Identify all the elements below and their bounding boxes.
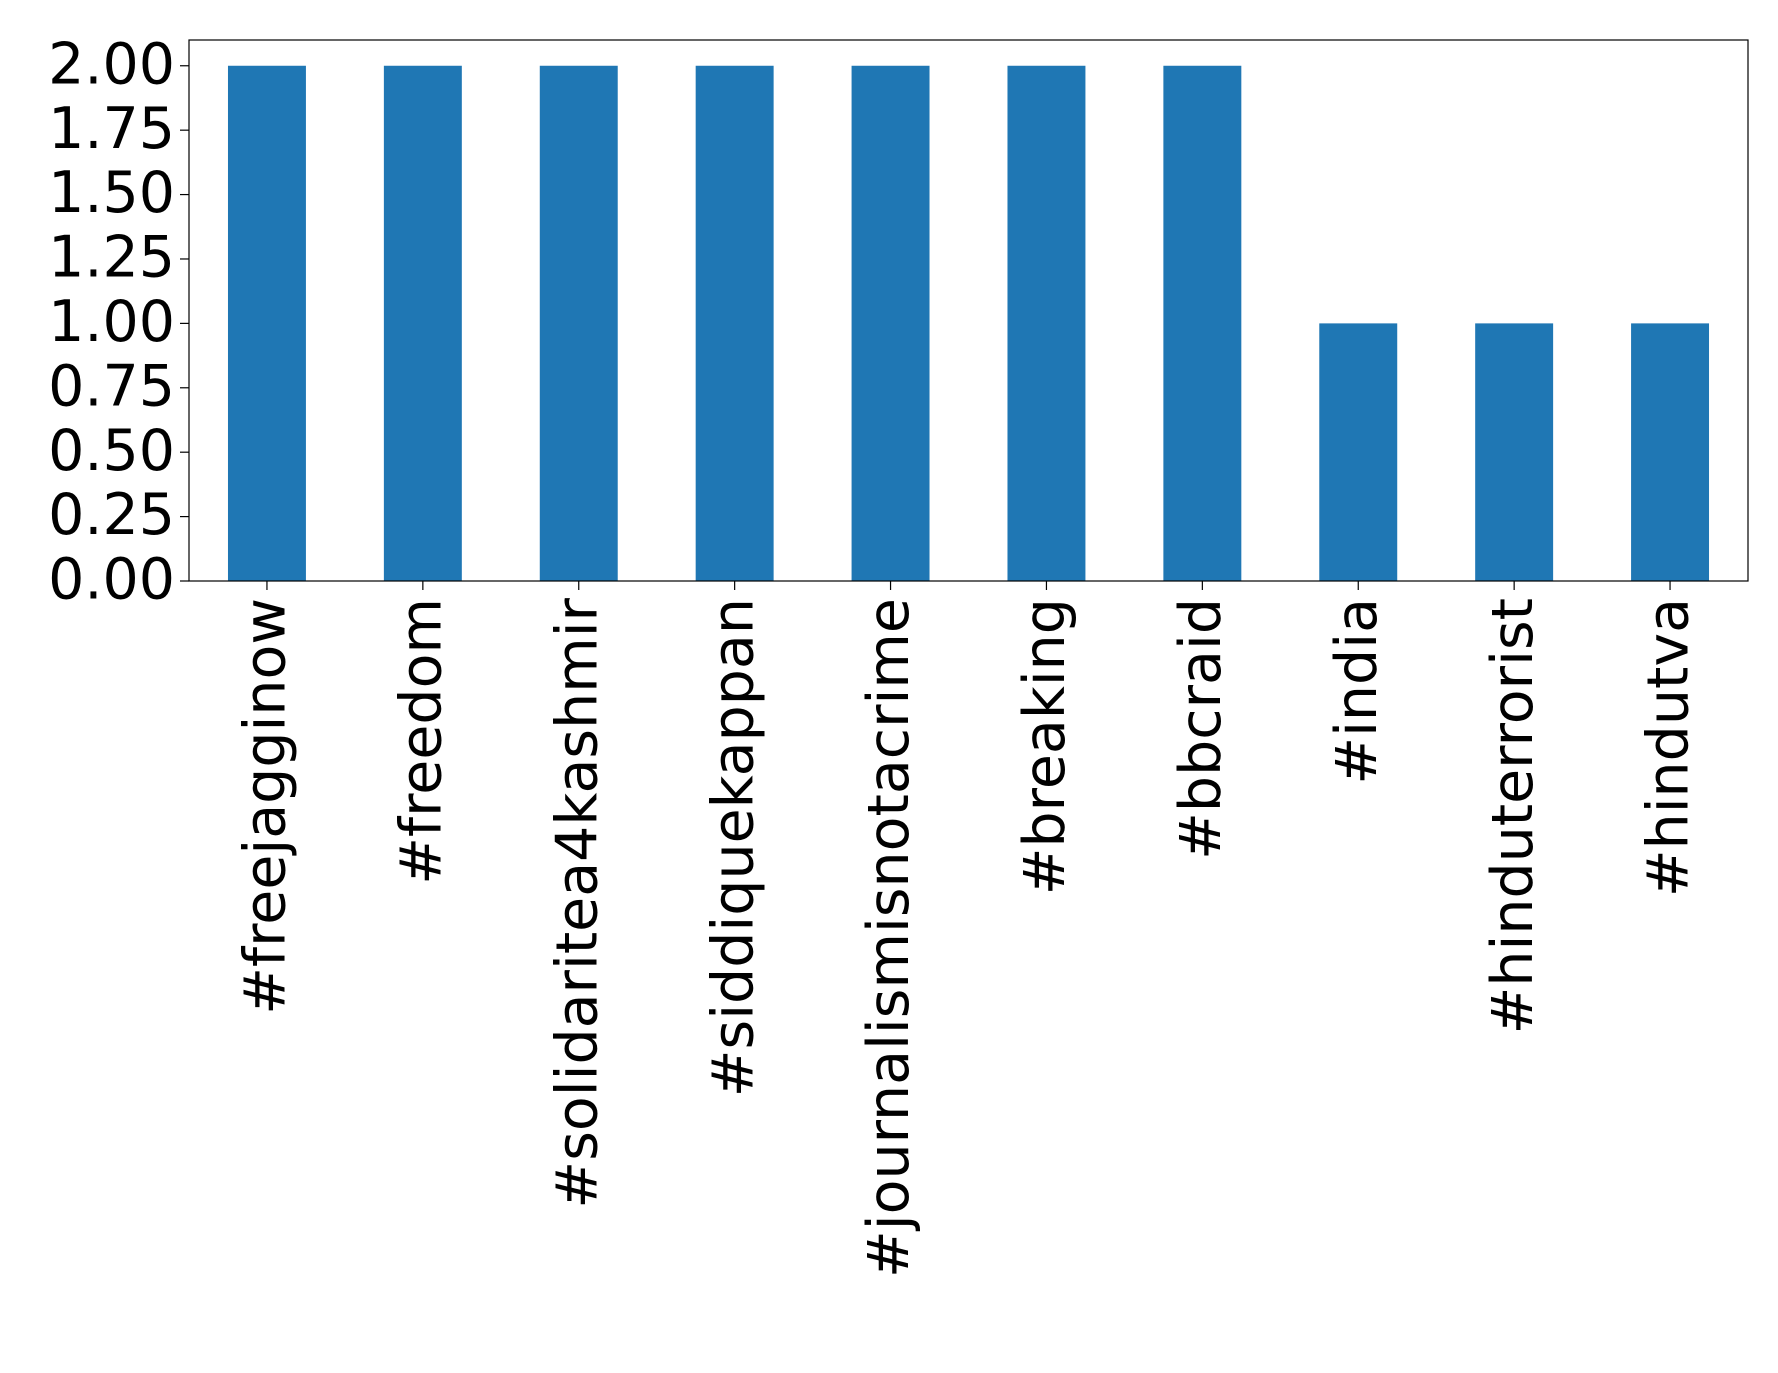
x-tick-label: #freedom: [388, 598, 454, 885]
y-tick-label: 0.50: [48, 418, 175, 484]
x-tick-label: #breaking: [1012, 598, 1078, 895]
y-tick-label: 1.50: [48, 160, 175, 226]
x-tick-label: #siddiquekappan: [700, 598, 766, 1097]
y-tick-label: 1.75: [48, 96, 175, 162]
bar: [539, 65, 618, 581]
bar: [1475, 323, 1554, 581]
bar: [1163, 65, 1242, 581]
bar: [1319, 323, 1398, 581]
y-tick-label: 1.00: [48, 289, 175, 355]
bar: [1007, 65, 1086, 581]
x-tick-label: #hindutva: [1636, 598, 1702, 897]
x-tick-label: #bbcraid: [1168, 598, 1234, 860]
bar: [227, 65, 306, 581]
plot-frame: [188, 39, 1749, 582]
y-tick-label: 0.00: [48, 547, 175, 613]
bar: [851, 65, 930, 581]
y-tick-label: 0.75: [48, 353, 175, 419]
y-tick-label: 2.00: [48, 31, 175, 97]
x-tick-label: #journalismisnotacrime: [856, 598, 922, 1278]
x-tick-label: #hinduterrorist: [1480, 598, 1546, 1034]
x-tick-label: #freejagginow: [233, 598, 299, 1015]
bar: [1631, 323, 1710, 581]
bar: [383, 65, 462, 581]
x-tick-label: #solidaritea4kashmir: [544, 597, 610, 1208]
y-tick-label: 0.25: [48, 482, 175, 548]
x-tick-label: #india: [1324, 598, 1390, 785]
bar: [695, 65, 774, 581]
y-tick-label: 1.25: [48, 225, 175, 291]
